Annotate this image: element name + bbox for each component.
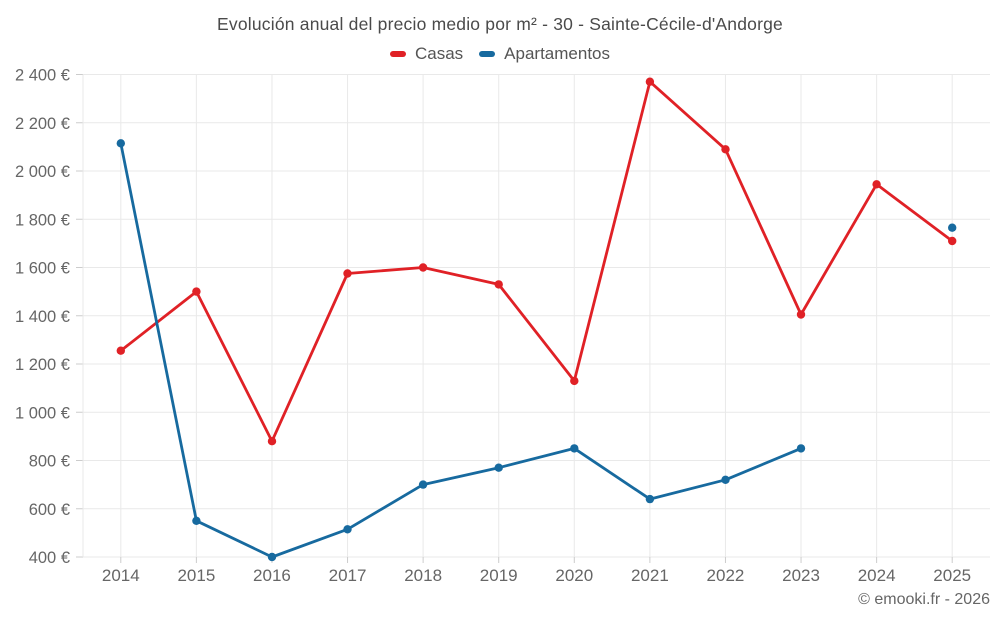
casas-legend-marker-icon (389, 51, 406, 57)
data-point-apartamentos-2015 (192, 516, 201, 525)
y-axis-tick-label: 1 000 € (15, 404, 70, 422)
y-axis-tick-label: 1 400 € (15, 308, 70, 326)
y-axis-tick-label: 400 € (29, 549, 70, 567)
series-line-casas (119, 80, 954, 443)
data-point-casas-2021 (645, 77, 655, 86)
x-axis-tick-label: 2016 (253, 566, 291, 585)
y-axis-tick-label: 600 € (29, 501, 70, 519)
x-axis-tick-label: 2018 (404, 566, 442, 585)
data-point-casas-2019 (494, 280, 503, 289)
y-axis-tick-label: 2 200 € (15, 115, 70, 133)
data-point-apartamentos-2019 (494, 463, 503, 472)
legend-label-apartamentos: Apartamentos (504, 44, 611, 63)
x-axis-tick-label: 2017 (329, 566, 367, 585)
data-point-apartamentos-2021 (645, 494, 655, 504)
data-point-casas-2018 (418, 263, 428, 272)
y-axis-tick-label: 800 € (29, 453, 70, 471)
data-point-casas-2020 (570, 376, 579, 386)
legend-label-casas: Casas (414, 44, 464, 63)
data-point-casas-2022 (721, 145, 730, 154)
x-axis-tick-label: 2020 (555, 566, 593, 585)
y-axis-tick-label: 1 800 € (15, 211, 70, 229)
legend: Casas Apartamentos (0, 44, 1000, 64)
x-axis-tick-label: 2015 (177, 566, 215, 585)
y-axis-tick-label: 1 200 € (15, 356, 70, 374)
x-axis-tick-label: 2014 (102, 566, 140, 585)
data-point-apartamentos-2025 (948, 223, 957, 232)
legend-item-casas[interactable]: Casas (389, 44, 464, 64)
data-point-casas-2025 (948, 236, 957, 246)
data-point-casas-2015 (192, 287, 201, 296)
data-point-casas-2014 (116, 346, 126, 355)
apartamentos-legend-marker-icon (479, 51, 496, 57)
data-point-casas-2017 (343, 269, 352, 278)
legend-item-apartamentos[interactable]: Apartamentos (479, 44, 610, 64)
data-point-apartamentos-2018 (418, 480, 428, 489)
x-axis-tick-label: 2024 (858, 566, 896, 585)
x-axis-tick-label: 2022 (707, 566, 745, 585)
data-point-apartamentos-2022 (721, 475, 730, 484)
y-axis-tick-label: 2 000 € (15, 163, 70, 181)
x-axis-tick-label: 2025 (933, 566, 971, 585)
x-axis-tick-label: 2019 (480, 566, 518, 585)
data-point-casas-2024 (872, 180, 881, 189)
chart-title: Evolución anual del precio medio por m² … (217, 14, 783, 34)
data-point-apartamentos-2023 (796, 444, 806, 453)
data-point-apartamentos-2016 (267, 552, 277, 562)
series-line-apartamentos (121, 143, 952, 557)
data-point-casas-2016 (267, 437, 277, 446)
y-axis-tick-label: 2 400 € (15, 67, 70, 85)
data-point-apartamentos-2014 (116, 139, 126, 148)
y-axis-tick-label: 1 600 € (15, 260, 70, 278)
copyright-footer: © emooki.fr - 2026 (858, 591, 990, 608)
x-axis-tick-label: 2021 (631, 566, 669, 585)
data-point-apartamentos-2017 (343, 525, 352, 534)
x-axis-tick-label: 2023 (782, 566, 820, 585)
data-point-casas-2023 (796, 310, 806, 319)
data-point-apartamentos-2020 (570, 444, 579, 453)
